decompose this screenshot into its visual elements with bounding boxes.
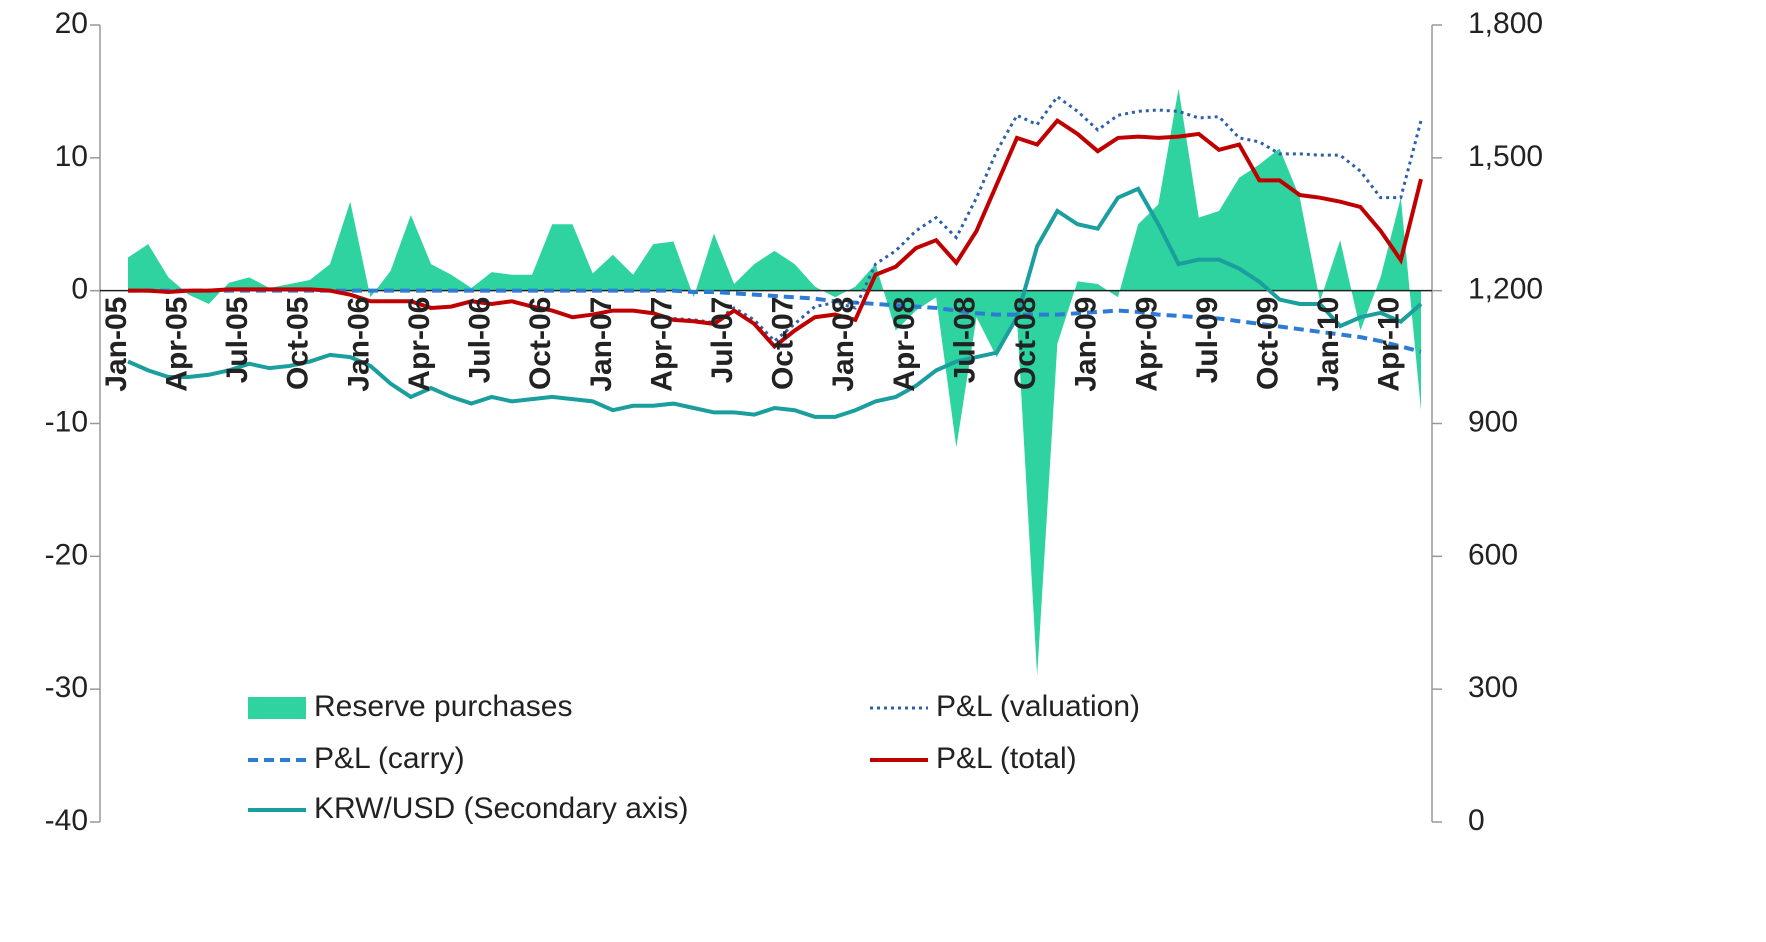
y-tick-label: 0 [71,273,88,306]
x-tick-label: Oct-08 [1009,297,1042,390]
y2-tick-label: 0 [1468,804,1485,837]
x-tick-label: Jan-10 [1312,297,1345,392]
legend-label: P&L (carry) [314,742,465,775]
x-tick-label: Jul-06 [464,297,497,384]
y-tick-label: -30 [45,671,88,704]
x-tick-label: Apr-05 [161,297,194,392]
y2-tick-label: 900 [1468,405,1518,438]
y2-tick-label: 1,200 [1468,273,1543,306]
x-tick-label: Jul-05 [221,297,254,384]
x-tick-label: Jan-05 [100,297,133,392]
x-tick-label: Apr-09 [1130,297,1163,392]
x-tick-label: Apr-10 [1373,297,1406,392]
y2-tick-label: 1,500 [1468,140,1543,173]
y-tick-label: -10 [45,405,88,438]
y2-tick-label: 600 [1468,538,1518,571]
y-tick-label: -20 [45,538,88,571]
y-tick-label: 20 [55,7,88,40]
y-tick-label: 10 [55,140,88,173]
x-tick-label: Jan-07 [585,297,618,392]
y2-tick-label: 1,800 [1468,7,1543,40]
legend-label: P&L (total) [936,742,1077,775]
x-tick-label: Oct-06 [524,297,557,390]
line [128,117,1423,350]
x-tick-label: Jan-09 [1070,297,1103,392]
x-tick-label: Jul-07 [706,297,739,384]
legend-label: P&L (valuation) [936,690,1140,723]
line [127,186,1423,419]
x-tick-label: Oct-09 [1252,297,1285,390]
x-tick-label: Jan-08 [827,297,860,392]
line [128,288,1422,354]
x-tick-label: Jul-09 [1191,297,1224,384]
x-tick-label: Jan-06 [342,297,375,392]
legend-label: KRW/USD (Secondary axis) [314,792,689,825]
x-tick-label: Apr-06 [403,297,436,392]
x-tick-label: Apr-07 [645,297,678,392]
y2-tick-label: 300 [1468,671,1518,704]
legend-swatch [248,697,306,719]
x-tick-label: Oct-05 [282,297,315,390]
legend-label: Reserve purchases [314,690,572,723]
x-tick-label: Jul-08 [948,297,981,384]
x-tick-label: Oct-07 [767,297,800,390]
y-tick-label: -40 [45,804,88,837]
x-tick-label: Apr-08 [888,297,921,392]
